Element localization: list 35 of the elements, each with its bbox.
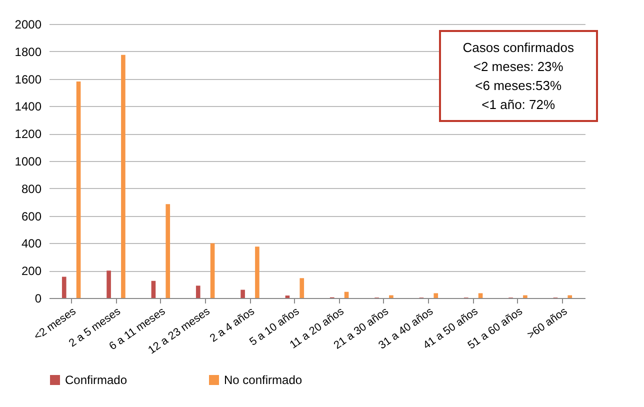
- bar: [196, 286, 200, 298]
- annotation: <6 meses:53%: [474, 77, 563, 95]
- bar: [568, 295, 572, 298]
- annotation: <1 año: 72%: [480, 96, 556, 114]
- bar: [76, 82, 81, 298]
- y-tick-label: 600: [21, 209, 42, 224]
- bar: [389, 295, 394, 298]
- y-tick-label: 1400: [14, 100, 42, 114]
- bar: [210, 243, 215, 298]
- bar: [300, 278, 304, 298]
- y-tick-label: 0: [34, 292, 42, 306]
- bar: [151, 280, 156, 298]
- legend-label: No confirmado: [224, 373, 302, 387]
- y-tick-label: 1000: [14, 154, 42, 168]
- y-tick-label: 200: [21, 264, 42, 278]
- x-tick-label: >60 años: [525, 305, 570, 342]
- y-tick-label: 400: [21, 236, 42, 251]
- bar: [121, 54, 126, 298]
- annotation: Casos confirmados: [462, 39, 574, 57]
- bar: [166, 204, 170, 298]
- bar: [106, 270, 111, 298]
- bar: [344, 292, 349, 298]
- y-tick-label: 2000: [14, 18, 42, 32]
- y-tick-label: 1800: [14, 44, 42, 59]
- y-tick-label: 1600: [14, 72, 42, 86]
- bar: [523, 295, 528, 298]
- bar: [62, 276, 66, 298]
- bar: [434, 293, 438, 298]
- bar: [255, 246, 260, 298]
- annotation: <2 meses: 23%: [472, 58, 564, 76]
- bar: [240, 290, 245, 298]
- y-tick-label: 1200: [14, 127, 42, 142]
- bar: [478, 293, 483, 298]
- y-tick-label: 800: [21, 182, 42, 196]
- legend-label: Confirmado: [65, 373, 128, 387]
